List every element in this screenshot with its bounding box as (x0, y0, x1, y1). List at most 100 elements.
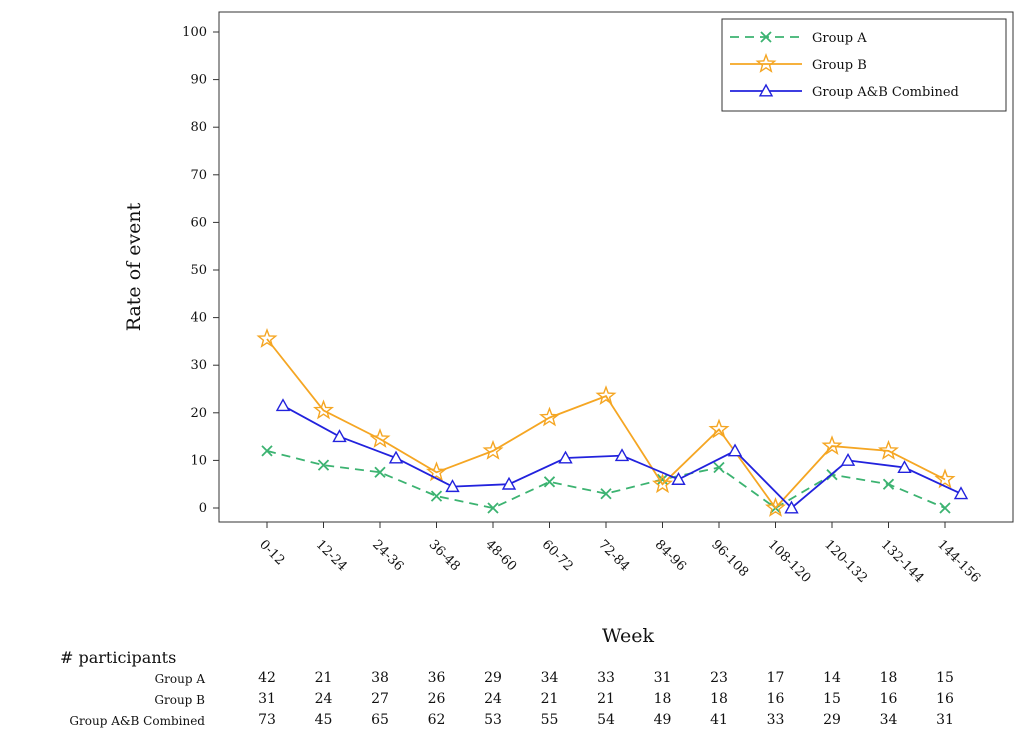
data-point (558, 450, 573, 464)
participants-cell: 55 (540, 712, 559, 728)
participants-cell: 53 (484, 712, 502, 728)
y-tick-label: 100 (182, 25, 207, 40)
participants-cell: 31 (653, 670, 672, 686)
plot-frame (218, 11, 1014, 523)
legend-label: Group A (812, 31, 867, 46)
data-point (538, 406, 561, 427)
data-point (600, 488, 612, 500)
participants-cell: 21 (597, 691, 615, 707)
x-tick-label: 144-156 (934, 537, 983, 586)
x-tick-label: 60-72 (539, 537, 576, 574)
series-line-2 (266, 338, 946, 510)
data-point (445, 479, 460, 493)
participants-cell: 33 (597, 670, 615, 686)
participants-cell: 49 (653, 712, 672, 728)
participants-cell: 18 (710, 691, 728, 707)
data-point (652, 473, 673, 494)
data-point (332, 429, 347, 443)
data-point (317, 459, 330, 471)
data-point (656, 473, 669, 486)
participants-cell: 23 (710, 670, 728, 686)
legend-marker (760, 31, 772, 43)
data-point (877, 439, 900, 460)
participants-cell: 21 (540, 691, 559, 707)
participants-cell: 73 (258, 712, 276, 728)
data-point (482, 439, 504, 460)
y-tick-label: 50 (190, 263, 207, 278)
participants-cell: 16 (936, 691, 954, 707)
participants-row-label: Group B (154, 693, 205, 707)
legend-marker (755, 52, 777, 73)
participants-cell: 27 (371, 691, 389, 707)
participants-cell: 34 (540, 670, 559, 686)
data-point (671, 471, 686, 485)
participants-cell: 54 (597, 712, 615, 728)
y-tick-label: 60 (190, 215, 207, 230)
series-line-1 (266, 450, 946, 510)
participants-cell: 45 (314, 712, 333, 728)
x-tick-label: 12-24 (313, 537, 350, 574)
participants-cell: 36 (427, 670, 446, 686)
y-tick-label: 40 (190, 311, 207, 326)
y-axis: 0 10 20 30 40 50 60 70 80 90 100 (182, 25, 219, 516)
participants-cell: 18 (879, 670, 898, 686)
x-tick-label: 0-12 (256, 537, 287, 568)
data-point (275, 398, 291, 412)
data-point (939, 502, 951, 514)
participants-cell: 31 (936, 712, 954, 728)
data-point (882, 478, 895, 490)
participants-cell: 29 (484, 670, 502, 686)
legend-marker (758, 83, 774, 97)
x-tick-label: 132-144 (878, 537, 927, 586)
participants-cell: 62 (427, 712, 446, 728)
x-tick-label: 120-132 (821, 537, 870, 586)
x-tick-label: 96-108 (708, 537, 751, 580)
participants-cell: 15 (823, 691, 841, 707)
data-point (727, 443, 743, 457)
legend: Group A Group B Group A&B Combined (721, 18, 1007, 112)
participants-cell: 15 (936, 670, 954, 686)
data-point (713, 461, 725, 474)
x-tick-label: 36-48 (426, 537, 463, 574)
y-tick-label: 10 (190, 453, 207, 468)
participants-cell: 14 (823, 670, 841, 686)
y-tick-label: 20 (190, 406, 207, 421)
participants-cell: 16 (766, 691, 785, 707)
participants-cell: 65 (371, 712, 389, 728)
participants-cell: 31 (258, 691, 276, 707)
data-point (388, 450, 404, 464)
x-tick-label: 48-60 (482, 537, 519, 574)
participants-title: # participants (60, 648, 177, 667)
data-point (501, 476, 517, 490)
data-point (953, 486, 969, 500)
data-point (487, 502, 499, 514)
data-point (784, 500, 799, 514)
data-point (840, 452, 856, 466)
participants-cell: 42 (258, 670, 276, 686)
data-point (256, 327, 278, 348)
participants-row-label: Group A&B Combined (69, 714, 205, 728)
data-point (369, 427, 391, 448)
y-tick-label: 0 (199, 501, 207, 516)
data-point (897, 460, 912, 474)
data-point (261, 445, 273, 457)
y-tick-label: 80 (190, 120, 207, 135)
x-axis: 0-12 12-24 24-36 36-48 48-60 60-72 72-84 84-96 9… (256, 522, 983, 586)
participants-cell: 21 (314, 670, 333, 686)
data-point (708, 418, 730, 439)
data-point (614, 448, 630, 462)
x-tick-label: 84-96 (652, 537, 689, 574)
x-axis-title: Week (602, 625, 654, 645)
series-layer (256, 327, 969, 517)
y-tick-label: 30 (190, 358, 207, 373)
participants-cell: 17 (766, 670, 785, 686)
participants-cell: 33 (766, 712, 785, 728)
participants-cell: 18 (653, 691, 672, 707)
participants-cell: 29 (823, 712, 841, 728)
participants-row-label: Group A (154, 672, 205, 686)
participants-cell: 34 (879, 712, 898, 728)
data-point (426, 461, 447, 482)
data-point (821, 435, 843, 456)
participants-cell: 16 (879, 691, 898, 707)
participants-cell: 24 (484, 691, 502, 707)
